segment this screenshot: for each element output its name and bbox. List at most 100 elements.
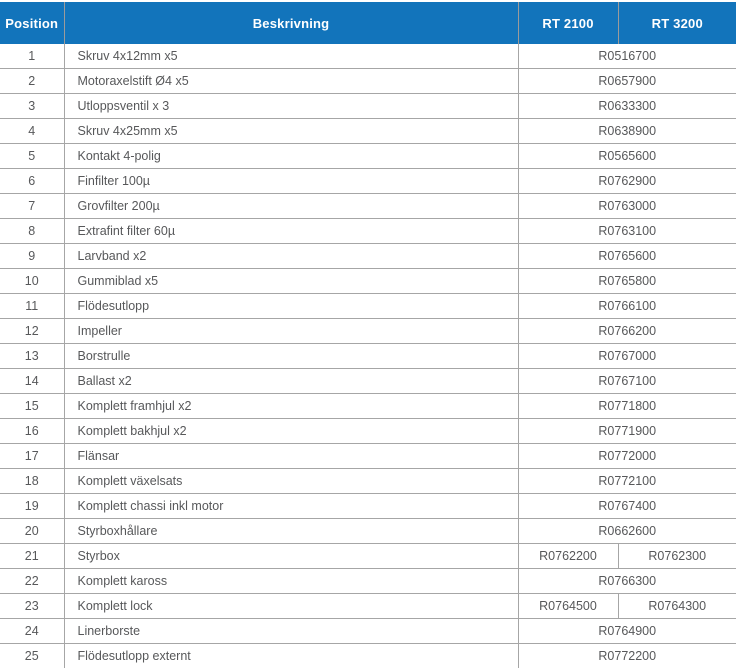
table-row: 24 Linerborste R0764900	[0, 618, 736, 644]
part-number-cell-shared: R0765600	[517, 243, 736, 269]
part-number-cell-shared: R0771900	[517, 418, 736, 444]
table-row: 3 Utloppsventil x 3 R0633300	[0, 93, 736, 119]
position-cell: 2	[0, 68, 64, 94]
description-cell: Flödesutlopp externt	[63, 643, 518, 668]
part-number-cell-rt2100: R0762200	[517, 543, 618, 569]
position-cell: 3	[0, 93, 64, 119]
description-cell: Impeller	[63, 318, 518, 344]
part-number-cell-shared: R0771800	[517, 393, 736, 419]
description-cell: Finfilter 100µ	[63, 168, 518, 194]
description-cell: Ballast x2	[63, 368, 518, 394]
description-cell: Skruv 4x12mm x5	[63, 44, 518, 69]
table-row: 14 Ballast x2 R0767100	[0, 368, 736, 394]
part-number-cell-shared: R0767400	[517, 493, 736, 519]
description-cell: Utloppsventil x 3	[63, 93, 518, 119]
table-row: 20 Styrboxhållare R0662600	[0, 518, 736, 544]
position-cell: 15	[0, 393, 64, 419]
position-cell: 19	[0, 493, 64, 519]
description-cell: Komplett bakhjul x2	[63, 418, 518, 444]
description-cell: Komplett framhjul x2	[63, 393, 518, 419]
table-row: 25 Flödesutlopp externt R0772200	[0, 643, 736, 668]
part-number-cell-shared: R0763100	[517, 218, 736, 244]
description-cell: Gummiblad x5	[63, 268, 518, 294]
part-number-cell-rt3200: R0764300	[617, 593, 736, 619]
description-cell: Komplett växelsats	[63, 468, 518, 494]
position-cell: 24	[0, 618, 64, 644]
table-row: 21 Styrbox R0762200 R0762300	[0, 543, 736, 569]
position-cell: 6	[0, 168, 64, 194]
position-cell: 11	[0, 293, 64, 319]
description-cell: Komplett lock	[63, 593, 518, 619]
column-header-position: Position	[0, 2, 64, 44]
description-cell: Kontakt 4-polig	[63, 143, 518, 169]
position-cell: 18	[0, 468, 64, 494]
column-header-rt3200: RT 3200	[617, 2, 736, 44]
table-row: 10 Gummiblad x5 R0765800	[0, 268, 736, 294]
table-row: 19 Komplett chassi inkl motor R0767400	[0, 493, 736, 519]
table-row: 18 Komplett växelsats R0772100	[0, 468, 736, 494]
table-row: 12 Impeller R0766200	[0, 318, 736, 344]
position-cell: 23	[0, 593, 64, 619]
table-body: 1 Skruv 4x12mm x5 R0516700 2 Motoraxelstift …	[0, 44, 736, 668]
position-cell: 12	[0, 318, 64, 344]
position-cell: 7	[0, 193, 64, 219]
description-cell: Linerborste	[63, 618, 518, 644]
table-row: 15 Komplett framhjul x2 R0771800	[0, 393, 736, 419]
part-number-cell-shared: R0762900	[517, 168, 736, 194]
part-number-cell-shared: R0633300	[517, 93, 736, 119]
position-cell: 16	[0, 418, 64, 444]
table-row: 23 Komplett lock R0764500 R0764300	[0, 593, 736, 619]
part-number-cell-shared: R0764900	[517, 618, 736, 644]
table-row: 2 Motoraxelstift Ø4 x5 R0657900	[0, 68, 736, 94]
column-header-description: Beskrivning	[63, 2, 518, 44]
position-cell: 1	[0, 44, 64, 69]
position-cell: 8	[0, 218, 64, 244]
table-row: 16 Komplett bakhjul x2 R0771900	[0, 418, 736, 444]
description-cell: Skruv 4x25mm x5	[63, 118, 518, 144]
table-row: 17 Flänsar R0772000	[0, 443, 736, 469]
part-number-cell-shared: R0772000	[517, 443, 736, 469]
description-cell: Styrboxhållare	[63, 518, 518, 544]
position-cell: 13	[0, 343, 64, 369]
part-number-cell-shared: R0767100	[517, 368, 736, 394]
table-row: 8 Extrafint filter 60µ R0763100	[0, 218, 736, 244]
table-row: 13 Borstrulle R0767000	[0, 343, 736, 369]
description-cell: Styrbox	[63, 543, 518, 569]
description-cell: Motoraxelstift Ø4 x5	[63, 68, 518, 94]
position-cell: 20	[0, 518, 64, 544]
part-number-cell-shared: R0766300	[517, 568, 736, 594]
part-number-cell-shared: R0765800	[517, 268, 736, 294]
description-cell: Borstrulle	[63, 343, 518, 369]
position-cell: 14	[0, 368, 64, 394]
part-number-cell-shared: R0662600	[517, 518, 736, 544]
part-number-cell-shared: R0772200	[517, 643, 736, 668]
part-number-cell-rt2100: R0764500	[517, 593, 618, 619]
part-number-cell-shared: R0766200	[517, 318, 736, 344]
position-cell: 22	[0, 568, 64, 594]
table-row: 6 Finfilter 100µ R0762900	[0, 168, 736, 194]
part-number-cell-shared: R0763000	[517, 193, 736, 219]
table-row: 9 Larvband x2 R0765600	[0, 243, 736, 269]
part-number-cell-shared: R0516700	[517, 44, 736, 69]
column-header-rt2100: RT 2100	[517, 2, 618, 44]
description-cell: Larvband x2	[63, 243, 518, 269]
part-number-cell-shared: R0657900	[517, 68, 736, 94]
table-header: Position Beskrivning RT 2100 RT 3200	[0, 2, 736, 44]
description-cell: Flödesutlopp	[63, 293, 518, 319]
description-cell: Komplett chassi inkl motor	[63, 493, 518, 519]
part-number-cell-shared: R0767000	[517, 343, 736, 369]
position-cell: 25	[0, 643, 64, 668]
description-cell: Flänsar	[63, 443, 518, 469]
position-cell: 9	[0, 243, 64, 269]
part-number-cell-rt3200: R0762300	[617, 543, 736, 569]
part-number-cell-shared: R0772100	[517, 468, 736, 494]
table-row: 7 Grovfilter 200µ R0763000	[0, 193, 736, 219]
description-cell: Komplett kaross	[63, 568, 518, 594]
header-row: Position Beskrivning RT 2100 RT 3200	[0, 2, 736, 44]
position-cell: 10	[0, 268, 64, 294]
part-number-cell-shared: R0766100	[517, 293, 736, 319]
table-row: 11 Flödesutlopp R0766100	[0, 293, 736, 319]
table-row: 22 Komplett kaross R0766300	[0, 568, 736, 594]
table-row: 4 Skruv 4x25mm x5 R0638900	[0, 118, 736, 144]
